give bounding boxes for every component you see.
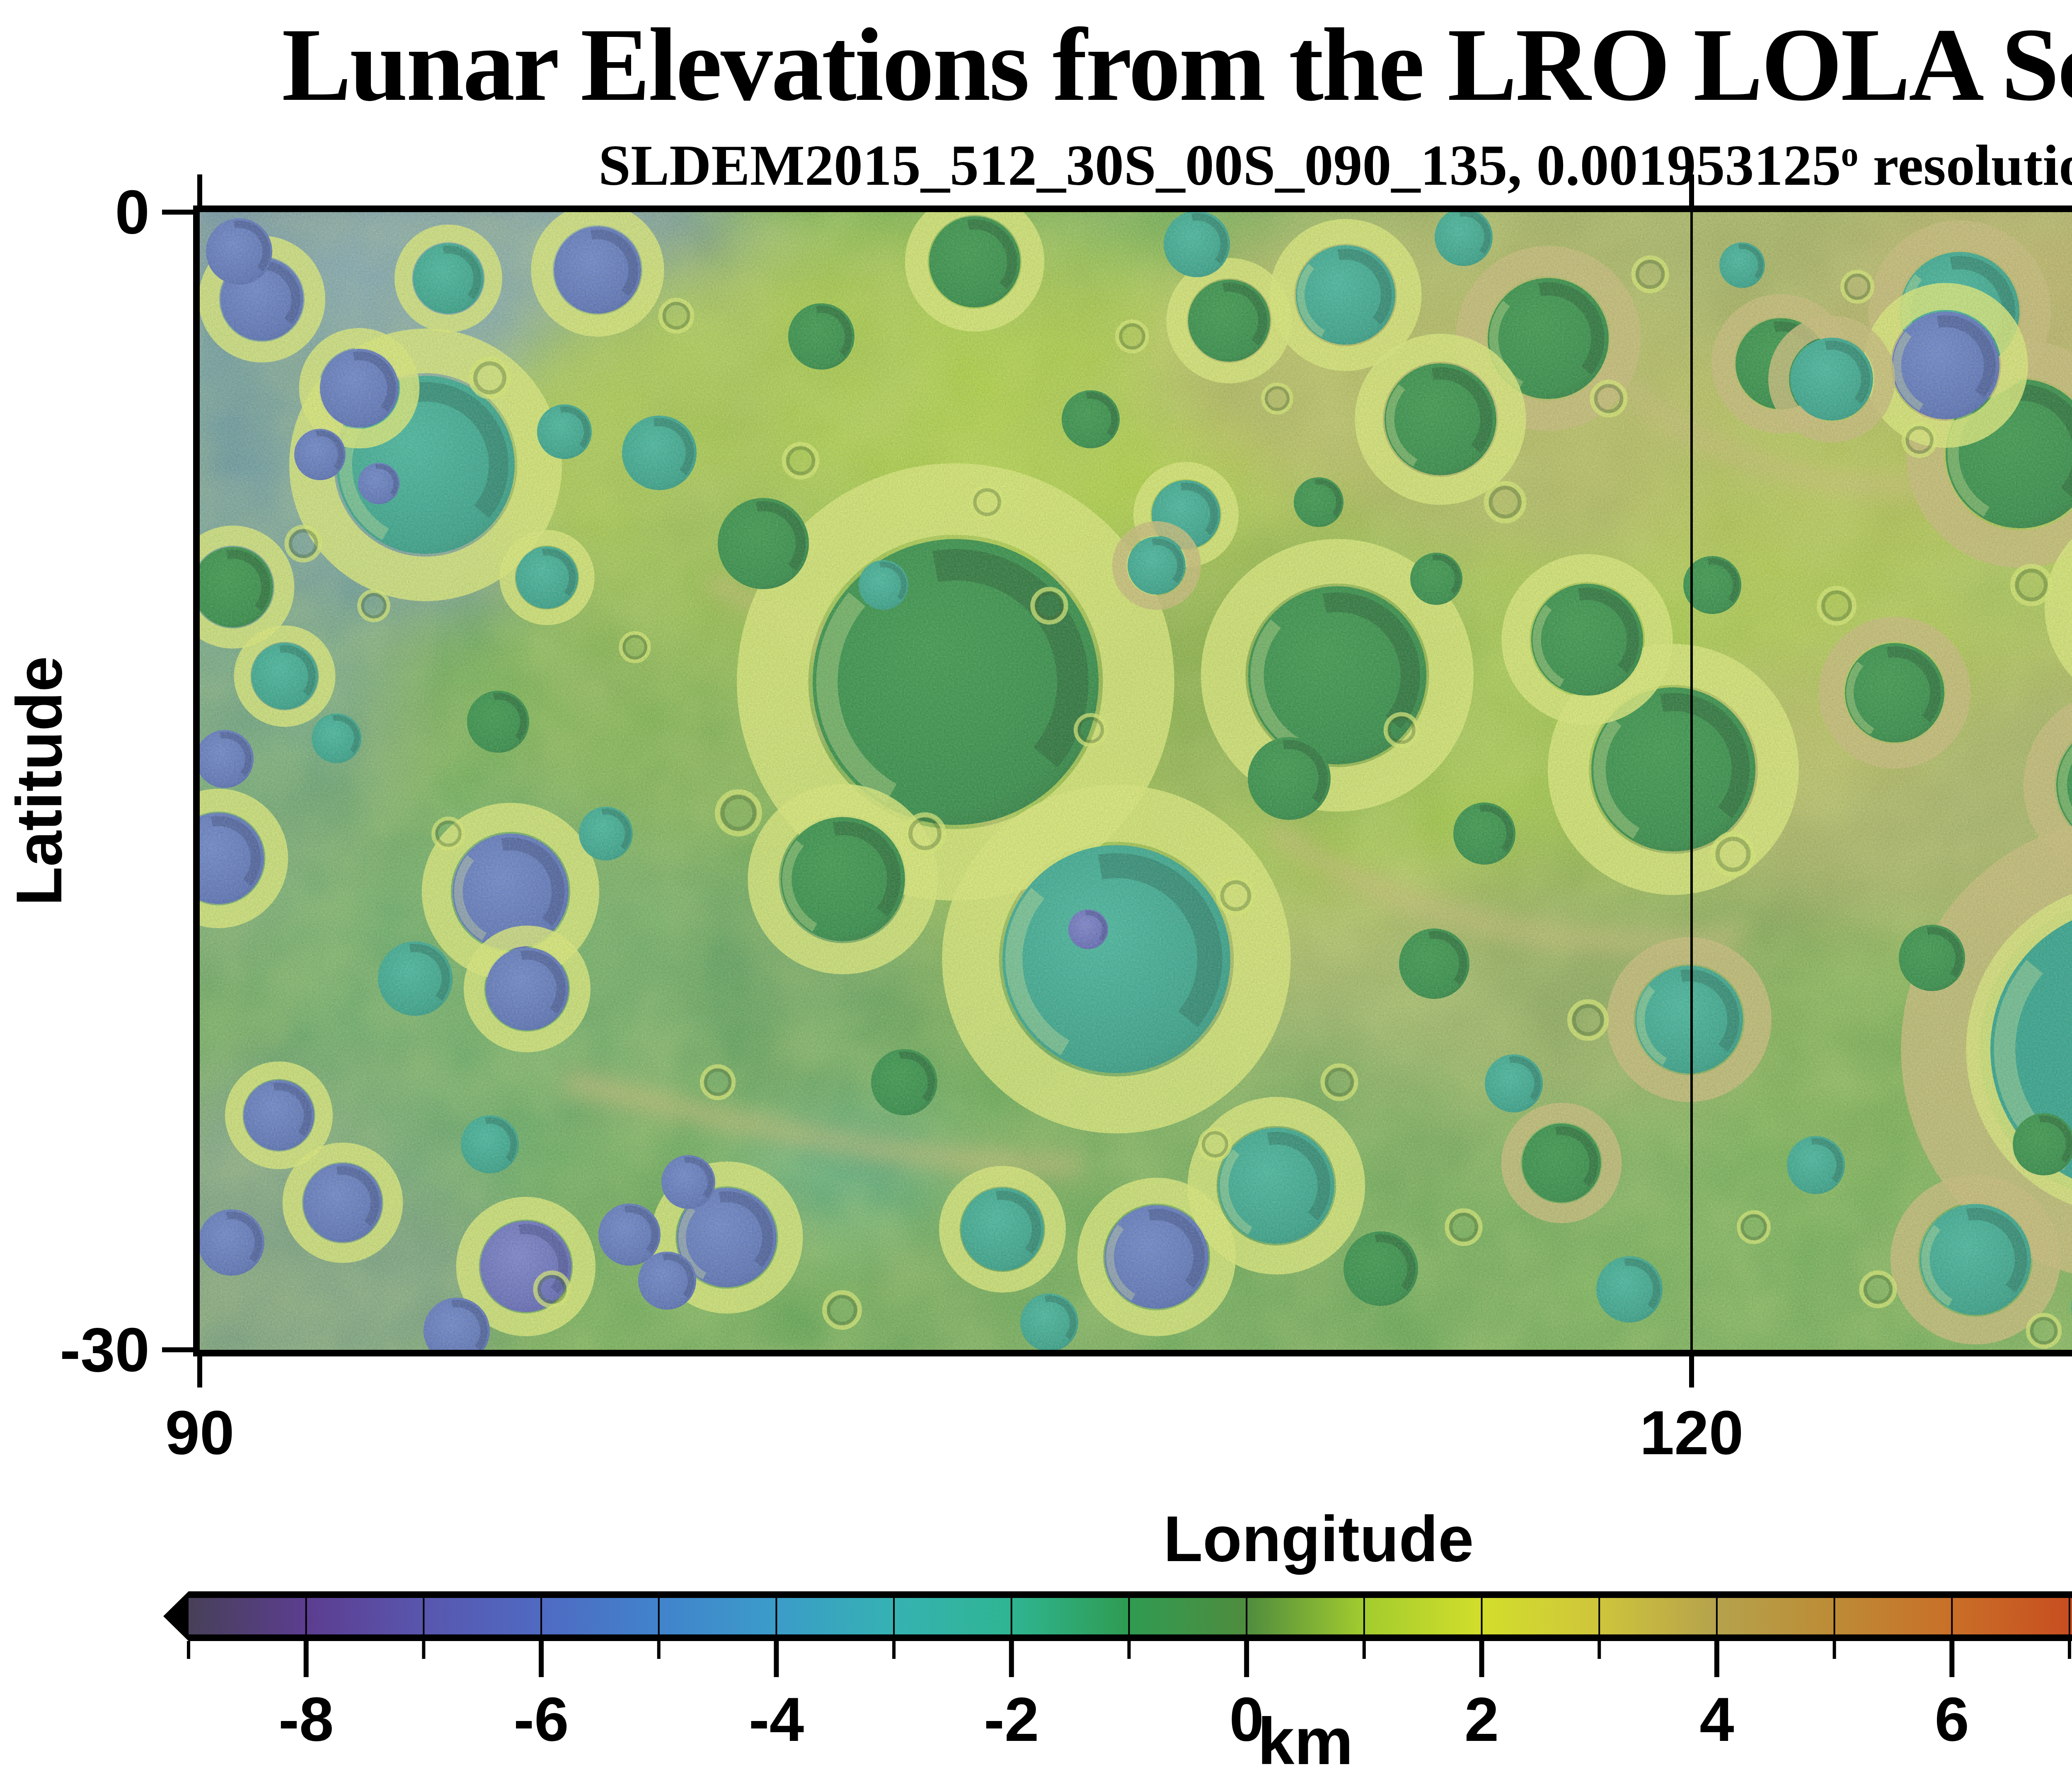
x-axis-tick-bottom-90: [197, 1356, 202, 1387]
colorbar-tick-label: -6: [513, 1685, 569, 1754]
figure-canvas: Lunar Elevations from the LRO LOLA Scien…: [0, 0, 2072, 1767]
y-tick-label--30: -30: [0, 1317, 150, 1383]
x-axis-tick-top-90: [197, 174, 202, 205]
x-tick-label-120: 120: [1567, 1400, 1816, 1466]
colorbar-border-bottom: [189, 1634, 2072, 1641]
colorbar-tick-label: 4: [1699, 1685, 1734, 1754]
x-axis-tick-top-120: [1689, 174, 1694, 205]
figure-title: Lunar Elevations from the LRO LOLA Scien…: [282, 7, 2072, 122]
map-frame: [193, 205, 2072, 1356]
y-axis-tick-left--30: [162, 1347, 193, 1352]
figure-subtitle: SLDEM2015_512_30S_00S_090_135, 0.0019531…: [282, 133, 2072, 197]
x-tick-label-90: 90: [75, 1400, 324, 1466]
colorbar-tick-label: -4: [749, 1685, 804, 1754]
colorbar: -8-6-4-20246810km: [0, 1570, 2072, 1767]
colorbar-gradient: [189, 1598, 2072, 1634]
y-tick-label-0: 0: [0, 179, 150, 245]
colorbar-tick-label: -2: [984, 1685, 1039, 1754]
colorbar-border-top: [189, 1591, 2072, 1598]
x-axis-title: Longitude: [946, 1504, 1692, 1574]
colorbar-arrow-left: [163, 1591, 189, 1641]
colorbar-tick-label: 6: [1935, 1685, 1969, 1754]
y-axis-tick-left-0: [162, 210, 193, 215]
colorbar-tick-label: 2: [1464, 1685, 1499, 1754]
y-axis-title: Latitude: [4, 532, 75, 1030]
colorbar-tick-label: -8: [278, 1685, 334, 1754]
subtitle-suffix: resolution: [1859, 133, 2072, 197]
elevation-map: [200, 212, 2072, 1350]
degree-superscript: o: [1841, 135, 1859, 173]
x-axis-tick-bottom-120: [1689, 1356, 1694, 1387]
subtitle-text: SLDEM2015_512_30S_00S_090_135, 0.0019531…: [598, 133, 1841, 197]
terrain-speckle-light: [200, 212, 2072, 1350]
colorbar-unit-label: km: [1257, 1704, 1353, 1767]
